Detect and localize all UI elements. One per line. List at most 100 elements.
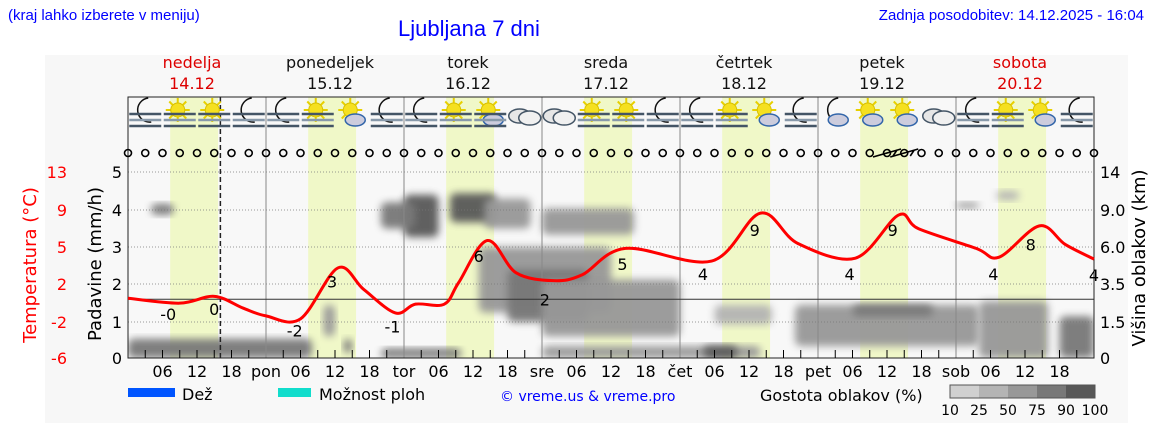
calm-wind-icon (227, 148, 236, 158)
x-tick-hour: 18 (911, 362, 931, 381)
calm-wind-icon (261, 148, 271, 158)
sun-cloud-icon (1028, 98, 1056, 127)
calm-wind-icon (537, 148, 547, 158)
calm-wind-icon (382, 148, 392, 158)
day-name: torek (447, 53, 489, 72)
calm-wind-icon (485, 148, 495, 158)
cloud-density-region (151, 203, 174, 215)
showers-legend-label: Možnost ploh (319, 385, 425, 404)
day-date: 19.12 (859, 74, 905, 93)
day-date: 15.12 (307, 74, 353, 93)
density-legend-swatch (979, 385, 1008, 398)
x-tick-hour: 12 (187, 362, 207, 381)
day-date: 16.12 (445, 74, 491, 93)
density-legend-title: Gostota oblakov (%) (760, 386, 923, 405)
calm-wind-icon (796, 148, 806, 158)
precipitation-tick: 3 (112, 238, 122, 257)
calm-wind-icon (675, 148, 685, 158)
calm-wind-icon (365, 148, 374, 158)
calm-wind-icon (1072, 148, 1082, 158)
day-name: sreda (584, 53, 628, 72)
cloud-height-tick: 9.0 (1100, 201, 1125, 220)
moon-fog-icon (405, 97, 438, 128)
cloud-density-region (996, 191, 1020, 201)
sun-cloud-icon (855, 98, 884, 127)
calm-wind-icon (296, 148, 305, 158)
temperature-tick: 9 (57, 201, 67, 220)
temperature-tick: -6 (51, 349, 67, 368)
precipitation-tick: 4 (112, 201, 122, 220)
temperature-label: -1 (385, 318, 401, 337)
density-legend-step: 50 (999, 403, 1017, 419)
page-title: Ljubljana 7 dni (398, 16, 540, 41)
x-tick-hour: 12 (325, 362, 345, 381)
day-date: 20.12 (997, 74, 1043, 93)
x-tick-day: čet (668, 362, 693, 381)
sun-fog-icon (612, 98, 645, 128)
x-tick-hour: 06 (290, 362, 310, 381)
precipitation-tick: 0 (112, 349, 122, 368)
x-tick-hour: 06 (152, 362, 172, 381)
cloud-density-region (542, 279, 680, 337)
calm-wind-icon (606, 148, 616, 158)
day-name: četrtek (716, 53, 774, 72)
temperature-label: 0 (209, 300, 219, 319)
calm-wind-icon (244, 148, 254, 158)
x-tick-hour: 12 (877, 362, 897, 381)
cloud-height-tick: 0 (1100, 349, 1110, 368)
calm-wind-icon (986, 148, 995, 158)
wind-barb-icon (872, 148, 902, 158)
calm-wind-icon (1020, 148, 1030, 158)
calm-wind-icon (158, 148, 167, 158)
temperature-label: 6 (474, 247, 484, 266)
calm-wind-icon (589, 148, 599, 158)
moon-cloud-icon (826, 97, 849, 127)
cloud-density-region (343, 338, 353, 354)
temperature-label: 2 (540, 290, 550, 309)
cloud-density-region (1059, 316, 1094, 358)
calm-wind-icon (468, 148, 478, 158)
density-legend-frame (949, 384, 1096, 399)
x-tick-hour: 18 (221, 362, 241, 381)
location-hint[interactable]: (kraj lahko izberete v meniju) (8, 7, 200, 24)
temperature-label: -0 (160, 305, 176, 324)
calm-wind-icon (865, 148, 875, 158)
cloud-density-region (323, 304, 335, 337)
x-tick-day: sob (942, 362, 970, 381)
moon-fog-icon (784, 97, 817, 128)
density-legend-swatch (950, 385, 979, 398)
cloud-density-region (956, 202, 979, 209)
day-date: 17.12 (583, 74, 629, 93)
x-tick-hour: 12 (739, 362, 759, 381)
calm-wind-icon (572, 148, 581, 158)
day-name: sobota (993, 53, 1047, 72)
density-legend-step: 90 (1057, 403, 1075, 419)
sun-cloud-fog-icon (474, 98, 507, 128)
copyright-link[interactable]: © vreme.us & vreme.pro (500, 389, 675, 405)
day-name: nedelja (163, 53, 222, 72)
sun-cloud-icon (338, 98, 366, 127)
precipitation-axis-label: Padavine (mm/h) (85, 187, 106, 341)
clouds-icon (922, 108, 956, 126)
x-tick-hour: 12 (463, 362, 483, 381)
cloud-density-region (979, 301, 1048, 358)
calm-wind-icon (641, 148, 650, 158)
sun-fog-icon (198, 98, 231, 128)
left-panel (45, 55, 80, 423)
density-legend-step: 100 (1082, 403, 1109, 419)
rain-legend-label: Dež (182, 385, 213, 404)
calm-wind-icon (848, 148, 857, 158)
clouds-icon (542, 108, 576, 126)
temperature-label: 4 (845, 265, 855, 284)
sun-fog-icon (715, 98, 748, 128)
calm-wind-icon (968, 148, 978, 158)
cloud-density-region (484, 198, 531, 229)
calm-wind-icon (744, 148, 754, 158)
precipitation-tick: 1 (112, 313, 122, 332)
calm-wind-icon (934, 148, 944, 158)
calm-wind-icon (313, 148, 323, 158)
calm-wind-icon (209, 148, 219, 158)
moon-fog-icon (681, 97, 714, 128)
moon-fog-icon (232, 97, 265, 128)
temperature-label: 4 (1089, 266, 1099, 285)
